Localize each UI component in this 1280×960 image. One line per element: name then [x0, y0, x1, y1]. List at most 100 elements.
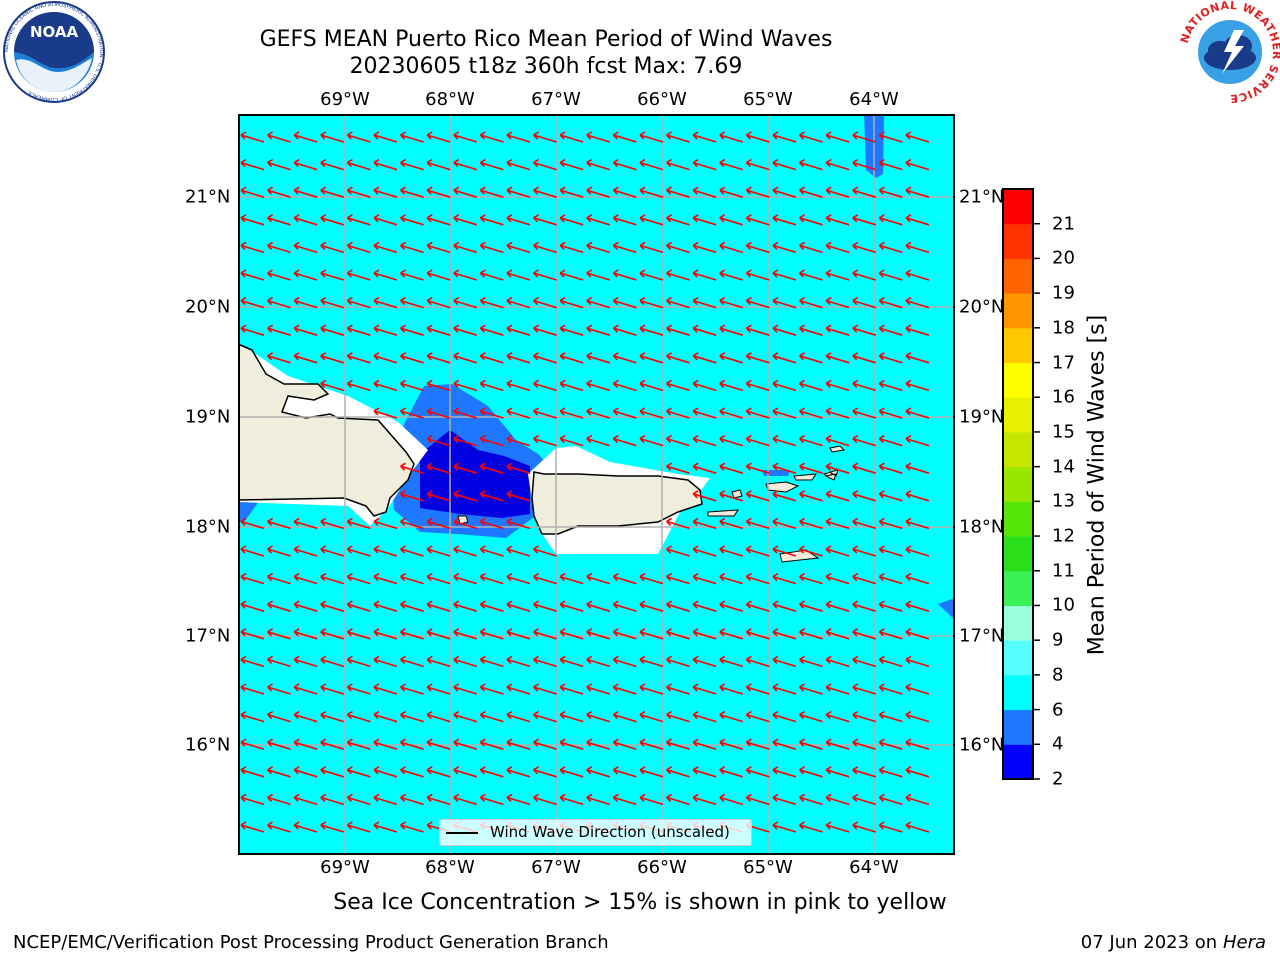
- wind-wave-arrow: [479, 269, 504, 281]
- wind-wave-arrow: [878, 379, 903, 392]
- lon-label-top-69w: 69°W: [320, 89, 370, 110]
- wind-wave-arrow: [479, 462, 504, 474]
- wind-wave-arrow: [905, 352, 930, 364]
- wind-wave-arrow: [639, 324, 664, 336]
- wind-wave-arrow: [745, 766, 770, 778]
- chart-subtitle: 20230605 t18z 360h fcst Max: 7.69: [349, 54, 743, 79]
- wind-wave-arrow: [745, 241, 770, 254]
- wind-wave-arrow: [745, 407, 770, 419]
- wind-wave-arrow: [612, 379, 637, 392]
- wind-wave-arrow: [453, 269, 478, 281]
- wind-wave-arrow: [719, 269, 744, 281]
- wind-wave-arrow: [453, 545, 478, 557]
- shoal-patch-east: [938, 598, 955, 620]
- wind-wave-arrow: [426, 241, 451, 254]
- date-line: 07 Jun 2023 on Hera: [1081, 932, 1266, 953]
- wind-wave-arrow: [612, 793, 637, 806]
- lon-label-bottom-65w: 65°W: [743, 857, 793, 878]
- wind-wave-arrow: [852, 462, 877, 474]
- wind-wave-arrow: [346, 214, 371, 226]
- wind-wave-arrow: [799, 214, 823, 226]
- wind-wave-arrow: [719, 214, 744, 226]
- wind-wave-arrow: [799, 352, 823, 364]
- wind-wave-arrow: [639, 710, 664, 723]
- wind-wave-arrow: [586, 158, 611, 171]
- wind-wave-arrow: [426, 766, 451, 778]
- wind-wave-arrow: [453, 352, 478, 364]
- wind-wave-arrow: [825, 738, 850, 750]
- wind-wave-arrow: [426, 793, 451, 806]
- wind-wave-arrow: [267, 793, 291, 806]
- wind-wave-arrow: [719, 683, 744, 695]
- shoal-patch-vieques: [762, 470, 790, 476]
- lon-label-top-65w: 65°W: [743, 89, 793, 110]
- wind-wave-arrow: [559, 214, 584, 226]
- wind-wave-arrow: [852, 683, 877, 695]
- wind-wave-arrow: [719, 434, 744, 447]
- wind-wave-arrow: [400, 186, 424, 198]
- wind-wave-arrow: [825, 407, 850, 419]
- shoal-patch-west: [238, 500, 260, 522]
- wind-wave-arrow: [267, 572, 291, 585]
- wind-wave-arrow: [400, 600, 424, 612]
- wind-wave-arrow: [905, 324, 930, 336]
- wind-wave-arrow: [852, 158, 877, 171]
- colorbar-tick-label: 21: [1052, 213, 1075, 235]
- wind-wave-arrow: [825, 269, 850, 281]
- wind-wave-arrow: [559, 241, 584, 254]
- lat-label-right-19n: 19°N: [959, 406, 1005, 428]
- wind-wave-arrow: [320, 710, 345, 723]
- wind-wave-arrow: [772, 158, 797, 171]
- wind-wave-arrow: [240, 655, 265, 668]
- colorbar-segment: [1003, 293, 1033, 329]
- wind-wave-arrow: [745, 490, 770, 502]
- wind-wave-arrow: [852, 324, 877, 336]
- colorbar-segment: [1003, 674, 1033, 711]
- wind-wave-arrow: [400, 655, 424, 668]
- wind-wave-arrow: [905, 710, 930, 723]
- wind-wave-arrow: [320, 241, 345, 254]
- wind-wave-arrow: [559, 158, 584, 171]
- wind-wave-arrow: [745, 683, 770, 695]
- colorbar-tick-label: 10: [1052, 594, 1075, 616]
- wind-wave-arrow: [426, 379, 451, 392]
- wind-wave-arrow: [373, 352, 398, 364]
- wind-wave-arrow: [559, 379, 584, 392]
- wind-wave-arrow: [479, 434, 504, 447]
- wind-wave-arrow: [240, 628, 265, 640]
- wind-wave-arrow: [772, 545, 797, 557]
- wind-wave-arrow: [267, 738, 291, 750]
- wind-wave-arrow: [373, 710, 398, 723]
- wind-wave-arrow: [453, 214, 478, 226]
- wind-wave-arrow: [320, 296, 345, 309]
- wind-wave-arrow: [772, 572, 797, 585]
- wind-wave-arrow: [666, 572, 690, 585]
- wind-wave-arrow: [905, 462, 930, 474]
- wind-wave-arrow: [533, 352, 557, 364]
- wind-wave-arrow: [852, 131, 877, 143]
- wind-wave-arrow: [666, 545, 690, 557]
- wind-wave-arrow: [666, 269, 690, 281]
- colorbar-tick-label: 18: [1052, 317, 1075, 339]
- wind-wave-arrow: [692, 379, 717, 392]
- wind-wave-arrow: [799, 462, 823, 474]
- wind-wave-arrow: [240, 158, 265, 171]
- wind-wave-arrow: [692, 324, 717, 336]
- wind-wave-arrow: [745, 269, 770, 281]
- wind-wave-arrow: [719, 517, 744, 530]
- wind-wave-arrow: [586, 793, 611, 806]
- wind-wave-arrow: [692, 296, 717, 309]
- wind-wave-arrow: [745, 545, 770, 557]
- wind-wave-arrow: [400, 269, 424, 281]
- wind-wave-arrow: [426, 352, 451, 364]
- wind-wave-arrow: [666, 158, 690, 171]
- wind-wave-arrow: [400, 379, 424, 392]
- wind-wave-arrow: [825, 131, 850, 143]
- wind-wave-arrow: [426, 462, 451, 474]
- wind-wave-arrow: [533, 683, 557, 695]
- wind-wave-arrow: [453, 407, 478, 419]
- wind-wave-arrow: [586, 379, 611, 392]
- wind-wave-arrow: [267, 296, 291, 309]
- wind-wave-arrow: [320, 324, 345, 336]
- wind-wave-arrow: [453, 766, 478, 778]
